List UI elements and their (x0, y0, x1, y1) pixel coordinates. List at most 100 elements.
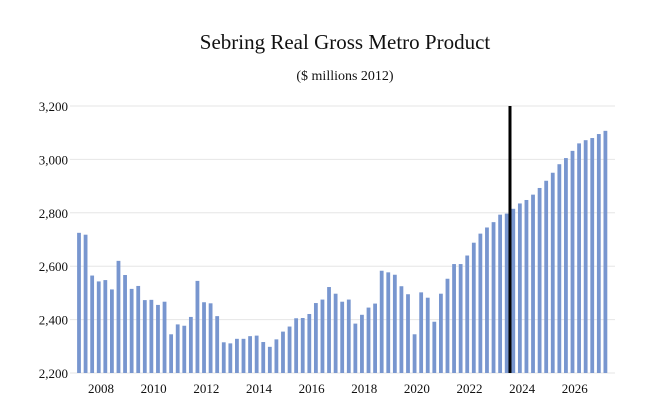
bar (96, 281, 101, 373)
bar (110, 289, 114, 373)
bar (215, 316, 220, 373)
bar (452, 264, 456, 373)
bar (498, 214, 503, 373)
bar (366, 307, 371, 373)
bar (235, 338, 239, 373)
bar (202, 302, 206, 373)
bar (274, 339, 279, 373)
bar (313, 303, 318, 373)
y-tick-label: 2,600 (39, 259, 68, 274)
bar (136, 285, 141, 373)
chart-subtitle: ($ millions 2012) (296, 69, 394, 84)
bar (570, 150, 575, 373)
bar (188, 316, 193, 373)
bar (504, 213, 509, 373)
bar (281, 331, 285, 373)
bar (379, 270, 384, 373)
x-tick-label: 2008 (88, 381, 114, 396)
bar (445, 278, 450, 373)
bar (564, 158, 568, 373)
bar (208, 303, 213, 373)
bar (439, 293, 443, 373)
bar (156, 304, 160, 373)
bar (327, 287, 331, 373)
y-tick-label: 2,400 (39, 313, 68, 328)
bar (195, 280, 200, 373)
x-tick-label: 2024 (509, 381, 536, 396)
bar (373, 303, 377, 373)
bar (406, 294, 410, 373)
bar (254, 335, 259, 373)
bar (228, 343, 233, 373)
bar (103, 280, 108, 373)
bar (511, 208, 516, 373)
y-tick-label: 3,200 (39, 99, 68, 114)
bar (471, 242, 476, 373)
bar (221, 342, 226, 373)
bar (596, 134, 601, 373)
bar (517, 203, 522, 373)
bar (116, 260, 121, 373)
bar (583, 140, 588, 373)
bar (162, 301, 167, 373)
bar (340, 301, 345, 373)
bar (353, 323, 358, 373)
x-tick-label: 2014 (246, 381, 273, 396)
bar (550, 172, 555, 373)
bar (544, 180, 549, 373)
bar (142, 300, 147, 373)
x-tick-label: 2022 (457, 381, 483, 396)
x-tick-label: 2026 (562, 381, 589, 396)
bar (77, 232, 81, 373)
bar (478, 233, 483, 373)
bar (392, 274, 397, 373)
bar (346, 299, 351, 373)
y-tick-label: 3,000 (39, 152, 68, 167)
bar (248, 336, 252, 373)
bar (360, 314, 364, 373)
bar (261, 342, 266, 373)
bar (169, 334, 174, 373)
bar (412, 334, 417, 373)
bar (491, 222, 496, 373)
bar (300, 317, 305, 373)
bar (307, 313, 312, 373)
bar (432, 321, 437, 373)
bar (603, 130, 608, 373)
bar (399, 286, 404, 373)
y-tick-label: 2,800 (39, 206, 68, 221)
bar (531, 194, 535, 373)
bar (465, 255, 470, 373)
bar (386, 272, 391, 373)
bar (577, 143, 581, 373)
x-tick-label: 2016 (299, 381, 326, 396)
bar (83, 234, 88, 373)
x-tick-label: 2012 (193, 381, 219, 396)
bar (590, 138, 595, 373)
bar (537, 187, 542, 373)
bar (524, 199, 529, 373)
bar (182, 325, 187, 373)
bar (90, 275, 95, 373)
bar (557, 164, 562, 373)
bar (333, 293, 338, 373)
x-tick-label: 2020 (404, 381, 430, 396)
bar (485, 227, 489, 373)
bar (123, 275, 127, 373)
bar (425, 297, 430, 373)
bar (267, 346, 272, 373)
x-tick-label: 2010 (141, 381, 167, 396)
bar (129, 288, 134, 373)
bar (287, 326, 292, 373)
bar (320, 299, 325, 373)
bar (149, 299, 154, 373)
y-tick-label: 2,200 (39, 366, 68, 381)
chart-title: Sebring Real Gross Metro Product (200, 30, 491, 54)
bar (458, 264, 463, 373)
bar (241, 338, 246, 373)
bar (175, 324, 180, 373)
bar (294, 318, 299, 373)
x-tick-label: 2018 (351, 381, 377, 396)
bar (419, 292, 424, 373)
